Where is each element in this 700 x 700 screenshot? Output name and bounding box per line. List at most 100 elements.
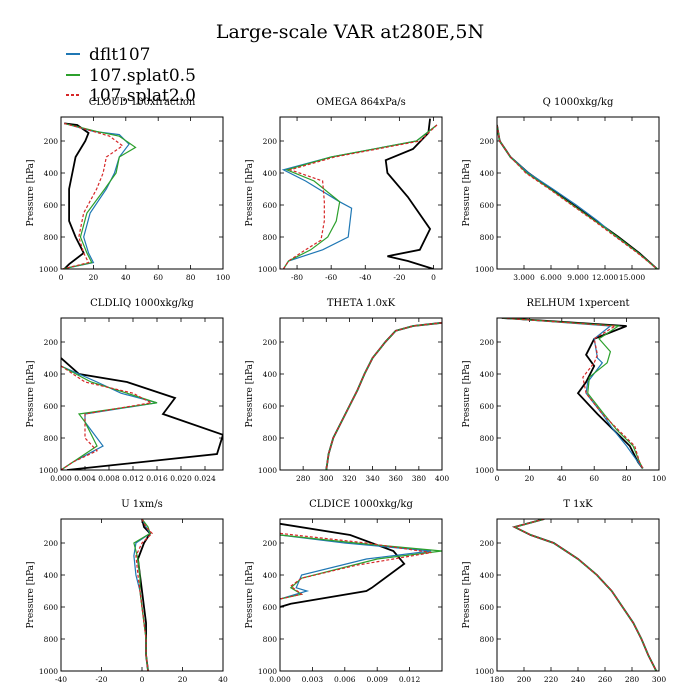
y-tick-label: 1000 — [475, 265, 494, 274]
y-tick-label: 800 — [480, 233, 495, 242]
series-line-splat20 — [280, 532, 432, 600]
x-tick-label: 12.000 — [592, 273, 618, 282]
y-tick-label: 400 — [480, 370, 495, 379]
plot-frame — [60, 518, 224, 672]
y-tick-label: 600 — [480, 201, 495, 210]
series-line-obs — [61, 357, 223, 470]
chart-panel: THETA 1.0xK Pressure [hPa] 280 300 320 340 360… — [245, 298, 449, 483]
x-tick-label: 6.000 — [540, 273, 562, 282]
panel-title: CLDICE 1000xkg/kg — [309, 499, 413, 510]
y-tick-label: 1000 — [258, 667, 277, 676]
series-line-obs — [497, 124, 658, 269]
plot-frame — [279, 317, 443, 471]
y-tick-label: 200 — [480, 338, 495, 347]
x-tick-label: 0 — [431, 273, 436, 282]
y-tick-label: 200 — [263, 137, 278, 146]
x-tick-label: 280 — [625, 675, 640, 684]
series-line-dflt107 — [281, 124, 438, 269]
y-tick-label: 1000 — [39, 466, 58, 475]
series-line-dflt107 — [512, 519, 657, 671]
x-tick-label: 80 — [622, 474, 632, 483]
y-axis-label: Pressure [hPa] — [462, 360, 472, 427]
y-tick-label: 800 — [44, 635, 59, 644]
y-axis-label: Pressure [hPa] — [26, 360, 36, 427]
series-line-obs — [325, 321, 442, 470]
series-line-obs — [501, 318, 644, 469]
y-tick-label: 800 — [480, 635, 495, 644]
series-line-dflt107 — [62, 122, 130, 269]
x-tick-label: 340 — [365, 474, 380, 483]
panel-title: CLDLIQ 1000xkg/kg — [90, 298, 194, 309]
y-tick-label: 800 — [44, 434, 59, 443]
x-tick-label: 60 — [589, 474, 599, 483]
x-tick-label: 240 — [571, 675, 586, 684]
y-tick-label: 600 — [44, 201, 59, 210]
panel-title: CLOUD 100xfraction — [89, 97, 196, 108]
x-tick-label: -20 — [393, 273, 405, 282]
panel-title: THETA 1.0xK — [327, 298, 396, 309]
x-tick-label: 180 — [490, 675, 505, 684]
series-line-obs — [137, 519, 152, 671]
x-tick-label: 0.012 — [399, 675, 421, 684]
figure-title: Large-scale VAR at280E,5N — [216, 21, 484, 43]
y-tick-label: 800 — [263, 233, 278, 242]
y-tick-label: 1000 — [39, 265, 58, 274]
x-tick-label: -20 — [95, 675, 107, 684]
series-line-splat05 — [325, 322, 442, 470]
chart-panel: RELHUM 1xpercent Pressure [hPa] 0 20 40 60 80 1… — [462, 298, 666, 483]
x-tick-label: 300 — [319, 474, 334, 483]
legend-item-dflt107: dflt107 — [66, 45, 151, 65]
series-line-splat20 — [135, 519, 153, 671]
x-tick-label: 0.004 — [74, 474, 96, 483]
chart-panel: CLDICE 1000xkg/kg Pressure [hPa] 0.000 0.00… — [245, 499, 443, 684]
x-tick-label: 220 — [544, 675, 559, 684]
plot-frame — [60, 116, 224, 270]
x-tick-label: 260 — [598, 675, 613, 684]
x-tick-label: 300 — [652, 675, 667, 684]
x-tick-label: 0.020 — [170, 474, 192, 483]
x-tick-label: 20 — [178, 675, 188, 684]
series-line-obs — [512, 519, 658, 671]
x-tick-label: 40 — [218, 675, 228, 684]
series-line-obs — [280, 522, 406, 608]
y-tick-label: 400 — [263, 571, 278, 580]
plot-frame — [496, 116, 660, 270]
y-tick-label: 800 — [480, 434, 495, 443]
panels-group: CLOUD 100xfraction Pressure [hPa] 0 20 40 60 8… — [26, 97, 666, 684]
x-tick-label: 0.012 — [122, 474, 144, 483]
x-tick-label: 400 — [435, 474, 450, 483]
series-line-splat20 — [62, 122, 124, 269]
y-tick-label: 1000 — [39, 667, 58, 676]
x-tick-label: -40 — [359, 273, 371, 282]
plot-frame — [279, 116, 443, 270]
x-tick-label: 0.003 — [302, 675, 324, 684]
x-tick-label: -80 — [291, 273, 303, 282]
series-line-splat05 — [61, 365, 158, 470]
panel-title: Q 1000xkg/kg — [543, 97, 614, 108]
legend-item-splat05: 107.splat0.5 — [66, 66, 196, 86]
chart-panel: U 1xm/s Pressure [hPa] -40 -20 0 20 40 200 400 60… — [26, 499, 228, 684]
chart-panel: OMEGA 864xPa/s Pressure [hPa] -80 -60 -40 -20… — [245, 97, 443, 282]
series-line-dflt107 — [280, 534, 432, 600]
series-line-splat20 — [497, 124, 658, 269]
chart-panel: Q 1000xkg/kg Pressure [hPa] 3.000 6.000 9.00… — [462, 97, 660, 282]
y-tick-label: 400 — [480, 571, 495, 580]
x-tick-label: 40 — [557, 474, 567, 483]
y-tick-label: 600 — [480, 402, 495, 411]
plot-frame — [279, 518, 443, 672]
panel-title: OMEGA 864xPa/s — [316, 97, 406, 108]
y-tick-label: 600 — [44, 402, 59, 411]
y-tick-label: 600 — [263, 603, 278, 612]
y-tick-label: 200 — [480, 539, 495, 548]
y-tick-label: 400 — [44, 169, 59, 178]
x-tick-label: 80 — [186, 273, 196, 282]
x-tick-label: 15.000 — [619, 273, 645, 282]
y-tick-label: 200 — [263, 338, 278, 347]
x-tick-label: 0.000 — [269, 675, 291, 684]
legend-label-splat05: 107.splat0.5 — [89, 66, 196, 86]
x-tick-label: 60 — [153, 273, 163, 282]
series-line-splat20 — [501, 318, 644, 469]
y-tick-label: 200 — [480, 137, 495, 146]
y-axis-label: Pressure [hPa] — [245, 561, 255, 628]
y-tick-label: 800 — [263, 434, 278, 443]
